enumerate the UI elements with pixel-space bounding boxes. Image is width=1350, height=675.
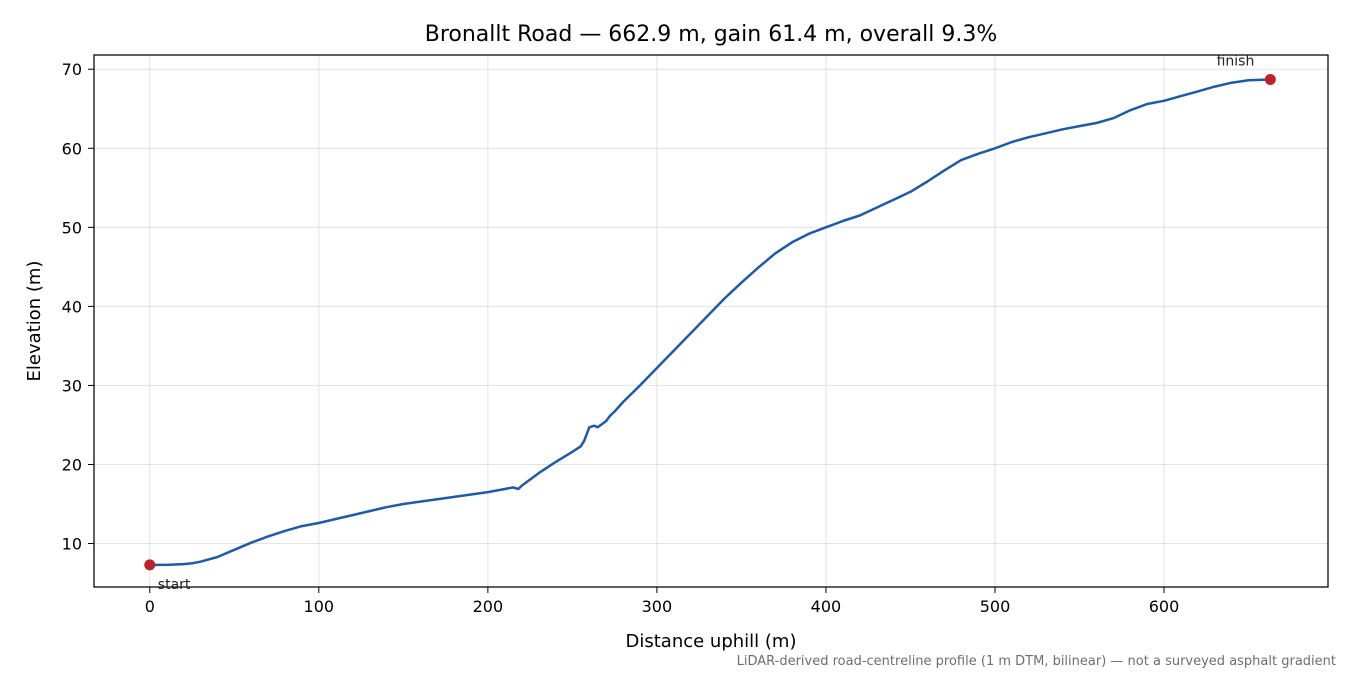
y-tick-label: 40 xyxy=(62,297,82,316)
x-axis-label: Distance uphill (m) xyxy=(626,631,797,652)
finish-marker xyxy=(1264,74,1276,86)
grid xyxy=(94,55,1328,587)
y-tick-label: 30 xyxy=(62,376,82,395)
chart-title: Bronallt Road — 662.9 m, gain 61.4 m, ov… xyxy=(425,22,998,47)
y-tick-label: 20 xyxy=(62,455,82,474)
y-tick-label: 50 xyxy=(62,218,82,237)
annotation-layer: start finish xyxy=(144,54,1276,593)
axis-ticks: 0 100 200 300 400 500 600 10 20 30 40 50 60 70 xyxy=(62,60,1180,616)
start-label: start xyxy=(158,577,191,593)
x-tick-label: 400 xyxy=(811,597,842,616)
x-tick-label: 600 xyxy=(1149,597,1180,616)
finish-label: finish xyxy=(1217,54,1255,70)
y-tick-label: 70 xyxy=(62,60,82,79)
chart-caption: LiDAR-derived road-centreline profile (1… xyxy=(737,654,1336,669)
x-tick-label: 200 xyxy=(473,597,504,616)
x-tick-label: 300 xyxy=(642,597,673,616)
x-tick-label: 500 xyxy=(980,597,1011,616)
y-tick-label: 60 xyxy=(62,139,82,158)
elevation-line xyxy=(148,78,1272,567)
x-tick-label: 100 xyxy=(304,597,335,616)
x-tick-label: 0 xyxy=(145,597,155,616)
y-axis-label: Elevation (m) xyxy=(24,261,45,382)
plot-frame xyxy=(93,54,1329,588)
series-layer xyxy=(148,78,1272,567)
y-tick-label: 10 xyxy=(62,535,82,554)
start-marker xyxy=(144,559,156,571)
